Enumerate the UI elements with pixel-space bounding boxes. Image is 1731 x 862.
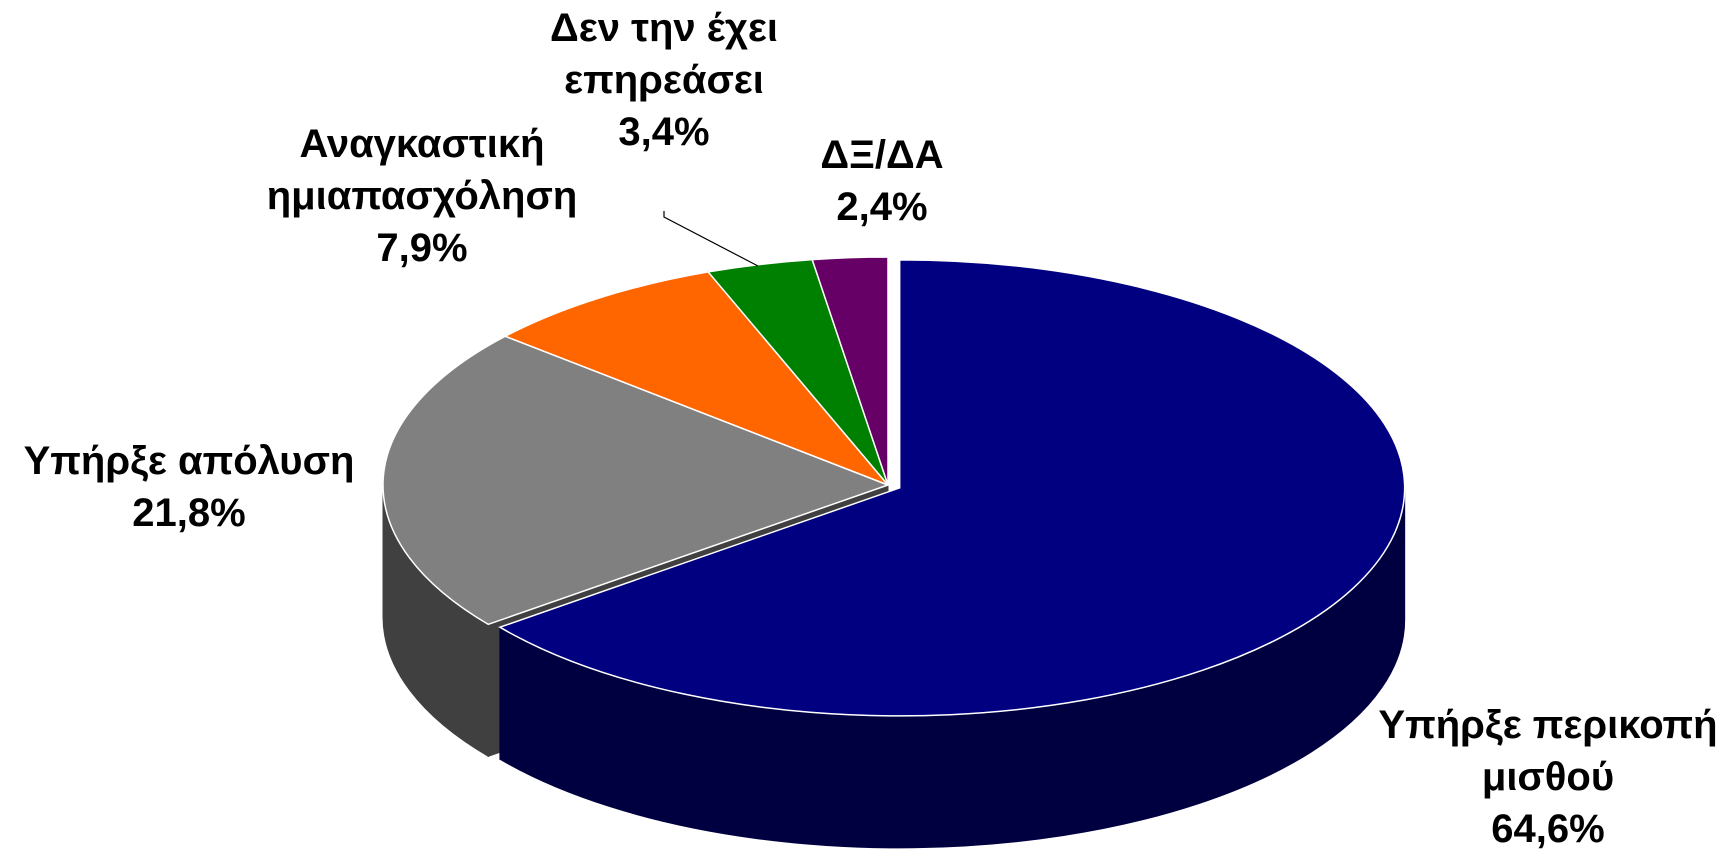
category-label: Υπήρξε περικοπή μισθού (1378, 703, 1718, 799)
category-label: Υπήρξε απόλυση (23, 439, 355, 483)
data-label: ΔΞ/ΔΑ 2,4% (820, 129, 943, 233)
slice (811, 256, 889, 486)
data-label: Δεν την έχει επηρεάσει 3,4% (519, 2, 809, 158)
slice (382, 335, 891, 626)
category-label: Δεν την έχει επηρεάσει (550, 6, 778, 102)
value-label: 7,9% (376, 226, 468, 270)
data-label: Υπήρξε περικοπή μισθού 64,6% (1353, 699, 1731, 855)
category-label: ΔΞ/ΔΑ (820, 133, 944, 177)
leader-line (663, 211, 759, 267)
value-label: 2,4% (836, 185, 928, 229)
slice (498, 259, 1406, 717)
value-label: 3,4% (618, 110, 710, 154)
value-label: 21,8% (132, 491, 246, 535)
value-label: 64,6% (1491, 807, 1605, 851)
category-label: Αναγκαστική ημιαπασχόληση (266, 122, 578, 218)
data-label: Υπήρξε απόλυση 21,8% (24, 435, 355, 539)
slice (503, 271, 889, 486)
data-label: Αναγκαστική ημιαπασχόληση 7,9% (250, 118, 595, 274)
pie-slices (382, 256, 1406, 717)
